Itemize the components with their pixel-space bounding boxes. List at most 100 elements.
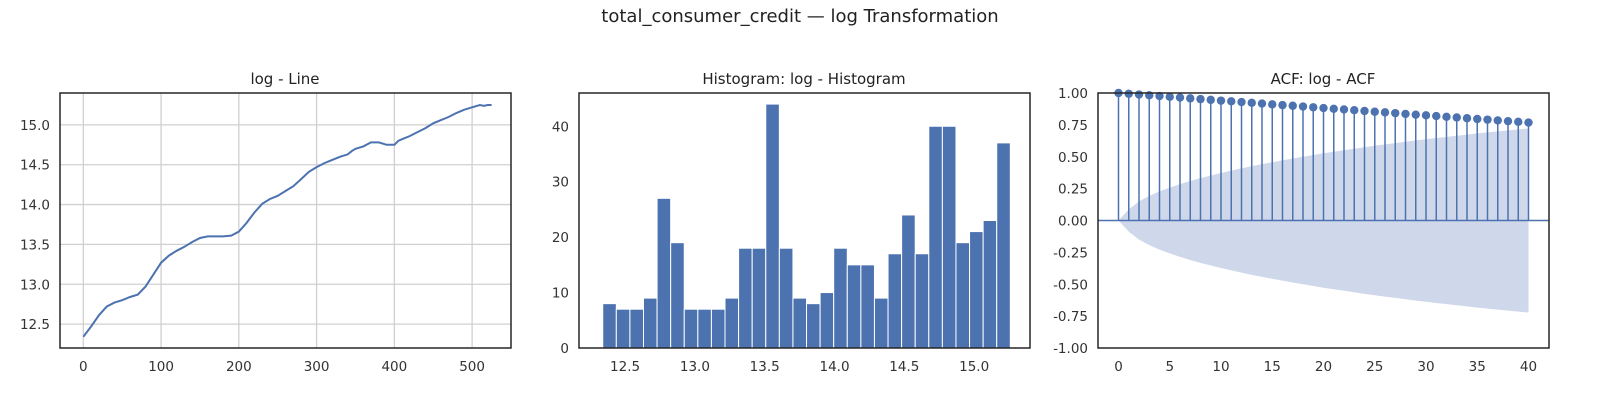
x-tick-label: 500 [459, 359, 485, 375]
y-tick-label: 0.75 [1058, 118, 1088, 134]
axes-frame [578, 92, 1031, 349]
acf-marker [1165, 92, 1174, 102]
histogram-bar [710, 308, 726, 349]
y-tick-label: -0.50 [1053, 277, 1088, 293]
x-tick-label: 12.5 [610, 359, 640, 375]
histogram-bar [765, 103, 780, 349]
y-tick-label: 20 [552, 230, 569, 246]
y-tick-label: 40 [552, 119, 569, 135]
acf-marker [1380, 108, 1390, 117]
x-tick-label: 40 [1520, 359, 1537, 375]
acf-marker [1175, 93, 1185, 102]
histogram-bar [969, 231, 984, 349]
x-tick-label: 10 [1212, 359, 1229, 375]
acf-marker [1247, 98, 1256, 108]
x-tick-label: 25 [1366, 359, 1383, 375]
histogram-bar [901, 214, 916, 349]
histogram-bar [819, 292, 835, 349]
histogram-bar [751, 247, 767, 349]
y-tick-label: 12.5 [20, 317, 50, 333]
acf-marker [1514, 117, 1523, 127]
histogram-bar [806, 303, 821, 349]
histogram-bar [928, 125, 943, 349]
acf-marker [1227, 97, 1236, 106]
y-tick-label: 1.00 [1058, 86, 1088, 102]
acf-marker [1329, 104, 1338, 114]
panel-acf: ACF: log - ACF [1271, 70, 1376, 88]
histogram-bar [656, 197, 672, 349]
x-tick-label: 5 [1165, 359, 1174, 375]
acf-marker [1124, 89, 1133, 98]
histogram-bar [982, 220, 998, 349]
acf-marker [1493, 116, 1502, 125]
acf-marker [1206, 95, 1215, 105]
axes-line: 0 100 200 300 400 500 12.5 13.0 13.5 14.0 14.5 15.0 [20, 93, 511, 375]
histogram-bar [914, 253, 930, 349]
line-panel-title: log - Line [250, 70, 319, 88]
y-tick-label: 14.5 [20, 158, 50, 174]
histogram-bar [738, 247, 753, 349]
y-tick-label: 15.0 [20, 118, 50, 134]
panel-histogram: Histogram: log - Histogram [702, 70, 905, 88]
y-tick-label: 0 [560, 341, 569, 357]
figure-suptitle: total_consumer_credit — log Transformati… [601, 6, 998, 27]
histogram-bar [996, 142, 1011, 349]
x-tick-label: 14.5 [889, 359, 919, 375]
histogram-bar [697, 308, 712, 349]
histogram-bar [887, 253, 903, 349]
acf-marker [1186, 94, 1195, 103]
y-tick-label: 0.50 [1058, 150, 1088, 166]
x-tick-label: 15.0 [959, 359, 989, 375]
acf-marker [1309, 103, 1318, 112]
histogram-bar [860, 264, 875, 349]
histogram-bar [873, 297, 889, 349]
acf-marker [1432, 111, 1441, 121]
acf-marker [1483, 115, 1492, 124]
acf-marker [1524, 118, 1533, 127]
x-tick-label: 14.0 [819, 359, 849, 375]
acf-marker [1298, 102, 1308, 111]
acf-marker [1442, 112, 1451, 122]
x-tick-label: 200 [226, 359, 252, 375]
y-tick-label: 14.0 [20, 198, 50, 214]
histogram-bar [778, 247, 794, 349]
y-tick-label: -0.75 [1053, 309, 1088, 325]
histogram-bar [615, 308, 631, 349]
axes-frame [1097, 92, 1550, 349]
acf-marker [1411, 110, 1420, 119]
x-tick-label: 13.5 [750, 359, 780, 375]
y-tick-label: 13.5 [20, 237, 50, 253]
histogram-bar [792, 297, 808, 349]
histogram-bar [642, 297, 658, 349]
acf-marker [1401, 109, 1410, 119]
histogram-bar [846, 264, 862, 349]
acf-marker [1319, 103, 1328, 113]
histogram-bar [629, 308, 644, 349]
acf-marker [1452, 113, 1461, 122]
acf-marker [1339, 105, 1349, 114]
acf-marker [1196, 94, 1205, 104]
histogram-bar [724, 297, 740, 349]
y-tick-label: 10 [552, 286, 569, 302]
acf-marker [1360, 106, 1369, 116]
acf-marker [1391, 108, 1400, 118]
x-tick-label: 13.0 [680, 359, 710, 375]
histogram-bar [833, 247, 848, 349]
acf-marker [1370, 107, 1379, 116]
acf-marker [1268, 100, 1277, 109]
acf-panel-title: ACF: log - ACF [1271, 70, 1376, 88]
acf-marker [1278, 100, 1287, 110]
histogram-bar [683, 308, 699, 349]
y-tick-label: -0.25 [1053, 245, 1088, 261]
acf-marker [1155, 91, 1164, 101]
histogram-bar [941, 125, 957, 349]
axes-frame [59, 92, 512, 349]
x-tick-label: 15 [1264, 359, 1281, 375]
x-tick-label: 400 [381, 359, 407, 375]
y-tick-label: 0.00 [1058, 214, 1088, 230]
acf-marker [1237, 97, 1246, 107]
y-tick-label: 30 [552, 175, 569, 191]
histogram-bar [670, 242, 685, 349]
